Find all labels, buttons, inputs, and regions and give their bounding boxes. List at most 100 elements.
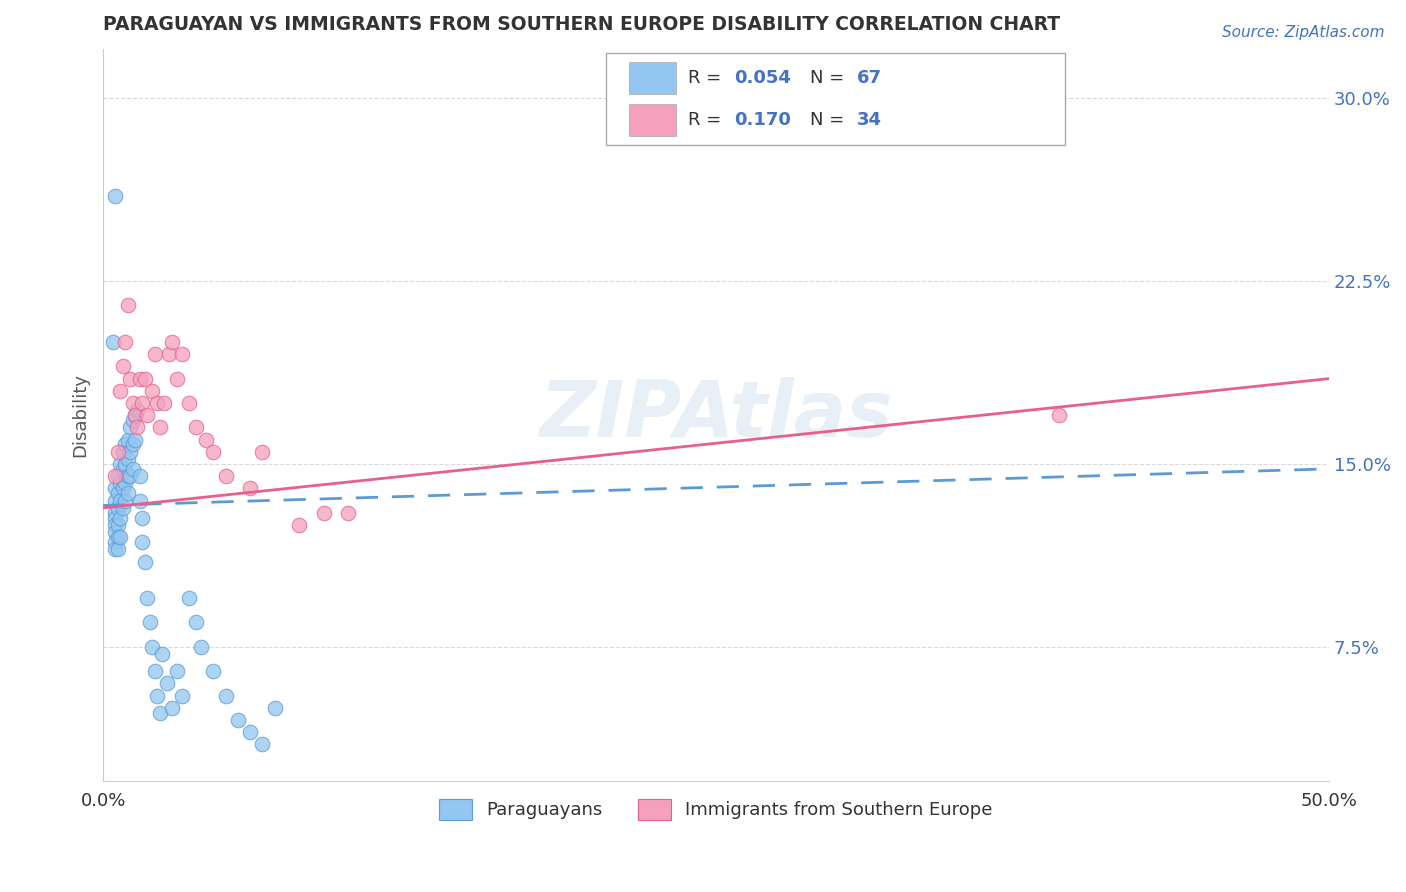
- Point: [215, 469, 238, 483]
- Point: [148, 420, 170, 434]
- Point: [170, 689, 193, 703]
- Point: [129, 493, 152, 508]
- Text: N =: N =: [810, 69, 851, 87]
- Point: [166, 665, 188, 679]
- Point: [114, 476, 136, 491]
- Point: [120, 371, 142, 385]
- Point: [107, 530, 129, 544]
- Point: [1047, 408, 1070, 422]
- Point: [114, 437, 136, 451]
- Point: [202, 665, 225, 679]
- Point: [131, 396, 153, 410]
- Point: [104, 493, 127, 508]
- Point: [131, 510, 153, 524]
- Point: [107, 542, 129, 557]
- Point: [104, 482, 127, 496]
- Point: [252, 444, 274, 458]
- Point: [107, 444, 129, 458]
- Point: [110, 493, 132, 508]
- FancyBboxPatch shape: [606, 54, 1066, 145]
- Point: [138, 615, 160, 630]
- Y-axis label: Disability: Disability: [72, 373, 89, 458]
- Point: [114, 457, 136, 471]
- Text: 0.170: 0.170: [734, 111, 792, 128]
- Point: [121, 396, 143, 410]
- Point: [190, 640, 212, 654]
- Point: [150, 647, 173, 661]
- Point: [124, 408, 146, 422]
- Point: [146, 396, 169, 410]
- Point: [177, 591, 200, 606]
- Point: [124, 433, 146, 447]
- Point: [195, 433, 218, 447]
- Point: [141, 640, 163, 654]
- Point: [131, 535, 153, 549]
- Point: [136, 408, 159, 422]
- Point: [107, 518, 129, 533]
- Point: [110, 476, 132, 491]
- Point: [120, 469, 142, 483]
- Text: 34: 34: [856, 111, 882, 128]
- Point: [141, 384, 163, 398]
- Point: [111, 482, 134, 496]
- Point: [104, 518, 127, 533]
- Point: [160, 334, 183, 349]
- Point: [226, 713, 249, 727]
- Point: [166, 371, 188, 385]
- Point: [104, 469, 127, 483]
- Point: [153, 396, 176, 410]
- Point: [252, 738, 274, 752]
- Point: [107, 469, 129, 483]
- Point: [134, 555, 156, 569]
- Point: [121, 462, 143, 476]
- Point: [114, 493, 136, 508]
- Point: [117, 298, 139, 312]
- Point: [111, 359, 134, 374]
- Point: [239, 482, 262, 496]
- Point: [202, 444, 225, 458]
- Point: [117, 486, 139, 500]
- Text: R =: R =: [688, 111, 727, 128]
- Point: [110, 457, 132, 471]
- Point: [177, 396, 200, 410]
- Bar: [628, 103, 675, 136]
- Point: [263, 701, 285, 715]
- Point: [239, 725, 262, 739]
- Point: [120, 420, 142, 434]
- Point: [124, 408, 146, 422]
- Point: [107, 500, 129, 515]
- Point: [186, 615, 208, 630]
- Point: [312, 506, 335, 520]
- Point: [186, 420, 208, 434]
- Point: [157, 347, 180, 361]
- Text: 0.054: 0.054: [734, 69, 792, 87]
- Text: 67: 67: [856, 69, 882, 87]
- Text: PARAGUAYAN VS IMMIGRANTS FROM SOUTHERN EUROPE DISABILITY CORRELATION CHART: PARAGUAYAN VS IMMIGRANTS FROM SOUTHERN E…: [103, 15, 1060, 34]
- Point: [104, 542, 127, 557]
- Point: [111, 500, 134, 515]
- Point: [148, 706, 170, 720]
- Point: [146, 689, 169, 703]
- Point: [288, 518, 311, 533]
- Point: [104, 525, 127, 540]
- Point: [156, 676, 179, 690]
- Point: [110, 384, 132, 398]
- Point: [110, 510, 132, 524]
- Text: Source: ZipAtlas.com: Source: ZipAtlas.com: [1222, 25, 1385, 40]
- Point: [136, 591, 159, 606]
- Point: [104, 535, 127, 549]
- Point: [104, 506, 127, 520]
- Point: [110, 530, 132, 544]
- Point: [111, 444, 134, 458]
- Point: [101, 334, 124, 349]
- Point: [120, 444, 142, 458]
- Point: [104, 188, 127, 202]
- Text: N =: N =: [810, 111, 851, 128]
- Point: [160, 701, 183, 715]
- Point: [107, 486, 129, 500]
- Point: [121, 437, 143, 451]
- Point: [337, 506, 360, 520]
- Point: [117, 452, 139, 467]
- Point: [143, 347, 166, 361]
- Point: [129, 469, 152, 483]
